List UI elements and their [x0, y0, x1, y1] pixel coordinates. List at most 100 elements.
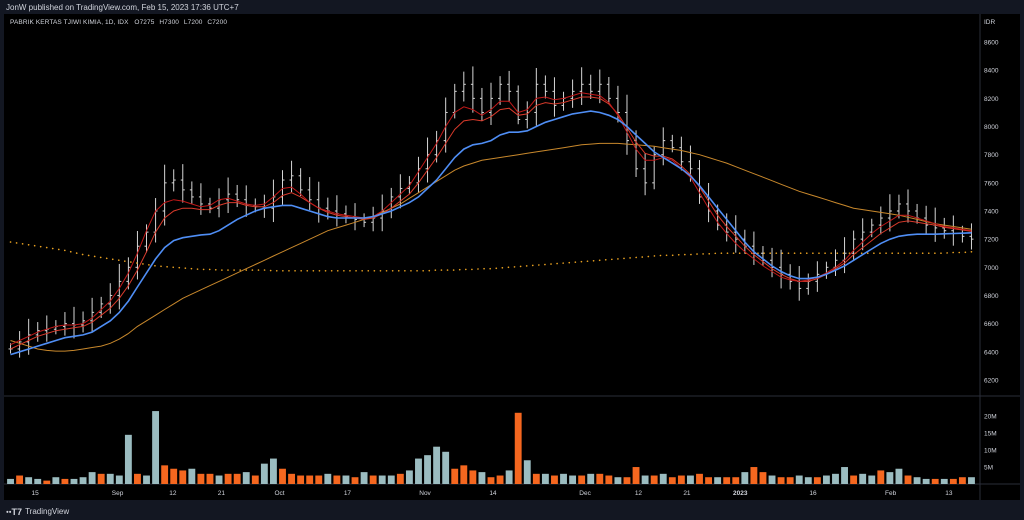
ohlc-high-value: 7300: [164, 19, 180, 26]
volume-bar: [895, 468, 903, 484]
volume-bar: [741, 472, 749, 484]
volume-bar: [206, 473, 214, 484]
volume-bar: [70, 478, 78, 484]
volume-bar: [269, 458, 277, 484]
volume-bar: [134, 473, 141, 484]
volume-bar: [324, 473, 332, 484]
publisher-caption: JonW published on TradingView.com, Feb 1…: [6, 3, 239, 12]
symbol-label: PABRIK KERTAS TJIWI KIMIA, 1D, IDX: [10, 19, 129, 26]
volume-bar: [677, 475, 685, 484]
volume-bar: [97, 473, 105, 484]
volume-bar: [297, 475, 305, 484]
volume-bar: [859, 473, 867, 484]
volume-bar: [551, 475, 558, 484]
volume-bar: [143, 475, 150, 484]
price-tick-label: 8000: [984, 124, 999, 131]
volume-bar: [523, 460, 531, 484]
volume-bar: [587, 473, 595, 484]
price-tick-label: 7800: [984, 152, 999, 159]
price-chart-svg[interactable]: IDR 8600 8400 8200 8000 7800 7600 7400 7200 7000 6…: [4, 14, 1020, 500]
price-tick-label: 7400: [984, 209, 999, 216]
volume-bar: [496, 475, 504, 484]
volume-bar: [43, 480, 51, 484]
volume-bar: [315, 475, 323, 484]
volume-bar: [877, 470, 885, 484]
volume-tick-label: 20M: [984, 414, 997, 421]
volume-bar: [822, 475, 830, 484]
time-tick-label: Dec: [579, 490, 591, 497]
time-tick-label: Oct: [274, 490, 284, 497]
volume-bar: [813, 477, 821, 484]
volume-bar: [360, 472, 368, 484]
volume-bar: [886, 472, 894, 484]
volume-bar: [251, 475, 259, 484]
volume-tick-label: 10M: [984, 448, 997, 455]
price-tick-label: 7000: [984, 265, 999, 272]
volume-bar: [750, 467, 758, 484]
time-tick-label: 17: [344, 490, 352, 497]
ohlc-close-label: C: [207, 19, 213, 26]
volume-bar: [387, 475, 395, 484]
volume-bar: [306, 475, 314, 484]
volume-bar: [659, 473, 667, 484]
volume-tick-label: 15M: [984, 431, 997, 438]
volume-bar: [904, 475, 912, 484]
volume-bar: [913, 477, 921, 484]
volume-bar: [396, 473, 404, 484]
volume-tick-label: 5M: [984, 465, 993, 472]
price-tick-label: 6400: [984, 349, 999, 356]
volume-bar: [61, 478, 69, 484]
volume-bar: [560, 473, 567, 484]
volume-bar: [940, 478, 948, 484]
price-tick-label: 6600: [984, 321, 999, 328]
volume-bar: [469, 470, 477, 484]
volume-bar: [650, 475, 658, 484]
moving-average-blue: [10, 110, 972, 356]
ohlc-high-label: H: [159, 19, 165, 26]
price-tick-label: 8400: [984, 68, 999, 75]
tradingview-icon: ꞏꞏT7: [6, 507, 23, 517]
volume-bar: [351, 477, 359, 484]
volume-bar: [578, 475, 586, 484]
volume-bar: [705, 477, 713, 484]
ohlc-low-label: L: [183, 19, 188, 26]
volume-bar: [487, 477, 495, 484]
volume-bar: [152, 411, 160, 484]
moving-average-red-slow: [10, 96, 972, 350]
volume-bar: [505, 470, 513, 484]
time-tick-label: 21: [683, 490, 691, 497]
volume-bar: [124, 434, 132, 484]
volume-bar: [161, 465, 169, 484]
volume-bar: [541, 473, 549, 484]
price-tick-label: 6800: [984, 293, 999, 300]
time-tick-label: 15: [31, 490, 39, 497]
chart-area[interactable]: IDR 8600 8400 8200 8000 7800 7600 7400 7200 7000 6…: [4, 14, 1020, 500]
volume-bar: [723, 477, 731, 484]
footer-bar: [0, 502, 1024, 520]
volume-bar: [868, 475, 876, 484]
volume-bar: [714, 477, 722, 484]
time-tick-label: 12: [635, 490, 643, 497]
volume-bar: [922, 478, 930, 484]
volume-bar: [514, 412, 522, 484]
time-tick-label: 2023: [733, 490, 748, 497]
volume-bar: [224, 473, 232, 484]
ohlc-low-value: 7200: [187, 19, 203, 26]
currency-label: IDR: [984, 19, 996, 26]
volume-bar: [732, 477, 740, 484]
tradingview-logo[interactable]: ꞏꞏT7 TradingView: [6, 505, 69, 518]
volume-bar: [641, 475, 649, 484]
volume-bar: [623, 477, 631, 484]
volume-bar: [333, 475, 341, 484]
volume-bar: [949, 478, 957, 484]
volume-bar: [378, 475, 386, 484]
volume-bar: [342, 475, 350, 484]
moving-average-orange: [10, 142, 972, 352]
volume-bar: [850, 475, 858, 484]
volume-bar: [532, 473, 540, 484]
time-tick-label: 14: [489, 490, 497, 497]
time-tick-label: 13: [945, 490, 953, 497]
volume-bar: [34, 478, 42, 484]
time-tick-label: 12: [169, 490, 177, 497]
